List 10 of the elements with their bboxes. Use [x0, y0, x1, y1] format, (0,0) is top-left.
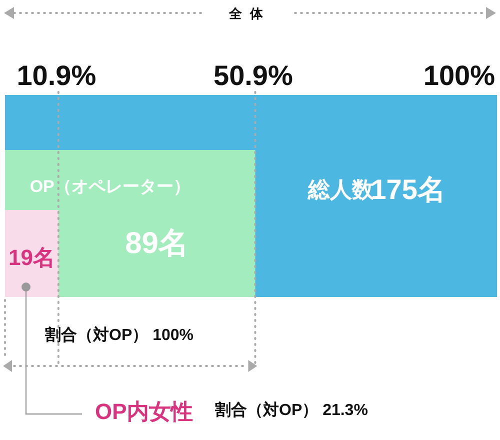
text: OP内女性 — [95, 399, 193, 424]
text: 10.9% — [16, 60, 96, 91]
text: 100% — [423, 60, 496, 91]
data-label: 89名 — [125, 227, 189, 260]
text: 割合（対OP） 21.3% — [214, 400, 368, 419]
text: 50.9% — [214, 60, 294, 91]
text: 割合（対OP） 100% — [44, 325, 194, 344]
text: OP（オペレーター） — [30, 177, 190, 196]
text: 全体 — [228, 6, 271, 21]
data-label: 19名 — [8, 245, 55, 270]
